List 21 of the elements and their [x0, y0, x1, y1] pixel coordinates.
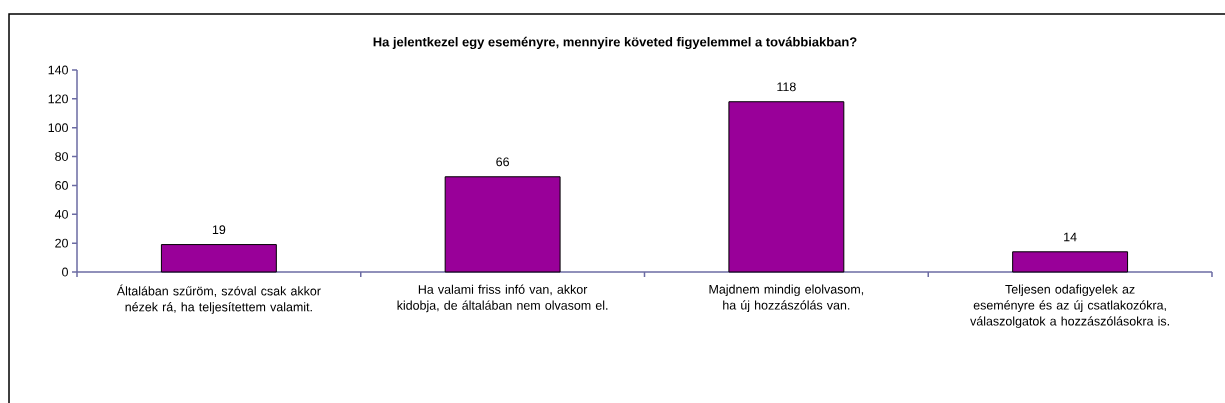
data-label: 14 — [1064, 232, 1077, 242]
bar — [160, 244, 277, 273]
chart-title: Ha jelentkezel egy eseményre, mennyire követed figyelemmel a továbbiakban? — [373, 36, 857, 50]
x-tick-label: Általában szűröm, szóval csak akkor nézek rá, ha teljesítettem valamit. — [116, 284, 321, 314]
x-tick-label: Majdnem mindig elolvasom, ha új hozzászólás van. — [709, 284, 864, 313]
bar — [1012, 251, 1129, 273]
data-label: 19 — [212, 225, 226, 235]
bar — [728, 101, 845, 273]
x-tick-label: Teljesen odafigyelek az eseményre és az új csatlakozókra, válaszolgatok a hozzászólásokra is. — [970, 284, 1169, 328]
y-tick-label: 120 — [48, 94, 68, 104]
y-tick-label: 80 — [55, 152, 68, 161]
data-label: 66 — [496, 157, 509, 167]
data-label: 118 — [777, 82, 796, 92]
y-tick-label: 20 — [55, 238, 68, 248]
y-tick-label: 40 — [54, 209, 68, 219]
bar — [444, 176, 561, 273]
y-tick-label: 100 — [48, 123, 68, 133]
y-tick-label: 140 — [48, 65, 68, 75]
y-tick-label: 60 — [55, 181, 68, 190]
y-tick-label: 0 — [62, 267, 68, 277]
x-tick-label: Ha valami friss infó van, akkor kidobja, de általában nem olvasom el. — [397, 284, 608, 313]
